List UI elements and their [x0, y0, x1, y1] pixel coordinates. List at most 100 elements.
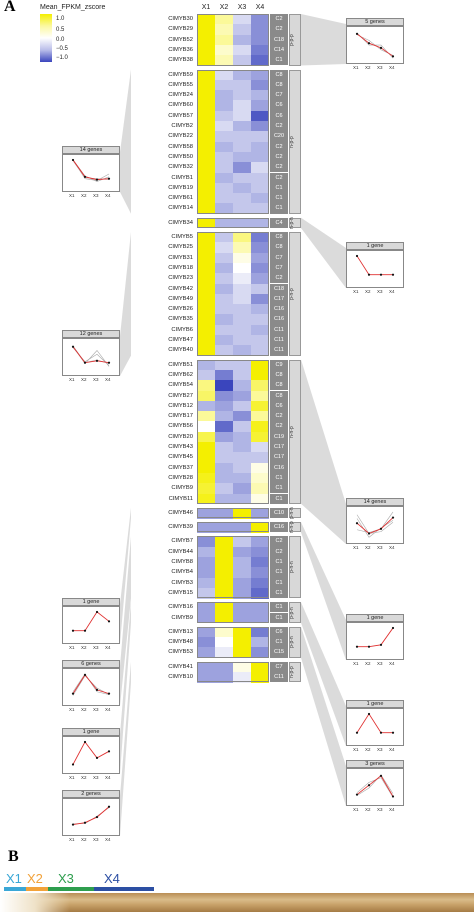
trend-point	[367, 532, 371, 535]
trend-plot	[346, 506, 404, 544]
trend-x-tick: X2	[81, 193, 87, 198]
heatmap-cell	[197, 110, 215, 122]
gene-label: CIMYB57	[168, 112, 193, 119]
column-header-x2: X2	[219, 4, 229, 11]
gene-label: CIMYB52	[168, 36, 193, 43]
trend-plot-svg	[355, 626, 395, 648]
gene-label: CIMYB1	[171, 174, 193, 181]
trend-plot	[62, 736, 120, 774]
trend-point	[379, 774, 383, 777]
gene-label: CIMYB2	[171, 123, 193, 129]
trend-point	[71, 158, 75, 162]
heatmap-cell	[215, 172, 233, 184]
clade-label: C7	[270, 252, 288, 263]
trend-x-tick: X4	[105, 775, 111, 780]
trend-plot-title: 12 genes	[62, 330, 120, 338]
heatmap-cell	[215, 79, 233, 91]
trend-x-tick: X2	[81, 645, 87, 650]
heatmap-cell	[251, 507, 269, 519]
clade-label: C20	[270, 131, 288, 142]
clade-label: C1	[270, 637, 288, 648]
heatmap-cell	[197, 131, 215, 143]
cluster-pattern-label: p-p-p	[289, 33, 295, 46]
heatmap-cell	[251, 242, 269, 254]
gene-label: CIMYB28	[168, 474, 193, 481]
heatmap-cell	[215, 626, 233, 638]
heatmap-cell	[215, 369, 233, 381]
gene-label: CIMYB35	[168, 316, 193, 323]
trend-x-tick: X3	[377, 65, 383, 70]
heatmap-cell	[251, 304, 269, 315]
trend-plot-svg	[71, 158, 111, 182]
heatmap-cell	[197, 557, 215, 568]
heatmap-cell	[233, 567, 251, 579]
legend-tick: −0.5	[56, 46, 68, 52]
heatmap-cell	[251, 462, 269, 474]
trend-point	[355, 731, 359, 734]
trend-plot-svg	[71, 610, 111, 632]
heatmap-cell	[197, 672, 215, 683]
heatmap-cell	[233, 587, 251, 599]
trend-x-tick: X4	[389, 289, 395, 294]
trend-x-tick: X3	[377, 747, 383, 752]
heatmap-cell	[233, 79, 251, 91]
gene-label: CIMYB55	[168, 81, 193, 88]
column-header-x1: X1	[201, 4, 211, 11]
heatmap-cell	[233, 193, 251, 204]
heatmap-cell	[251, 131, 269, 143]
heatmap-cell	[215, 110, 233, 122]
heatmap-cell	[197, 151, 215, 163]
trend-plot	[62, 606, 120, 644]
heatmap-cell	[215, 493, 233, 505]
trend-x-tick: X1	[69, 377, 75, 382]
trend-plot-svg	[71, 673, 111, 696]
gene-label: CIMYB59	[168, 71, 193, 78]
heatmap-cell	[197, 345, 215, 357]
gene-label: CIMYB13	[168, 628, 193, 635]
clade-label: C2	[270, 14, 288, 25]
gene-label: CIMYB32	[168, 164, 193, 171]
clade-label: C6	[270, 100, 288, 111]
heatmap-cell	[233, 55, 251, 66]
heatmap-cell	[197, 587, 215, 599]
gene-label: CIMYB26	[168, 306, 193, 313]
heatmap-cell	[251, 369, 269, 381]
clade-label: C16	[270, 462, 288, 473]
trend-x-tick: X1	[69, 645, 75, 650]
heatmap-cell	[233, 612, 251, 624]
heatmap-cell	[251, 90, 269, 101]
trend-x-tick: X2	[81, 377, 87, 382]
trend-plot-title: 5 genes	[346, 18, 404, 26]
heatmap-cell	[233, 242, 251, 254]
heatmap-cell	[215, 283, 233, 295]
trend-line-mean	[356, 33, 394, 57]
clade-label: C1	[270, 493, 288, 504]
trend-x-tick: X3	[93, 837, 99, 842]
heatmap-cell	[233, 483, 251, 494]
cluster-pattern-band	[289, 661, 301, 683]
heatmap-cell	[233, 472, 251, 484]
heatmap-cell	[251, 602, 269, 613]
trend-point	[107, 620, 111, 623]
heatmap-cell	[215, 359, 233, 371]
trend-point	[367, 273, 371, 276]
heatmap-cell	[197, 522, 215, 533]
trend-plot-svg	[355, 254, 395, 276]
clade-label: C11	[270, 324, 288, 335]
stage-label-x3: X3	[58, 871, 74, 886]
clade-label: C11	[270, 345, 288, 356]
heatmap-cell	[197, 217, 215, 229]
trend-point	[107, 177, 111, 180]
trend-x-tick: X4	[389, 545, 395, 550]
trend-line-mean	[73, 611, 110, 632]
trend-x-tick: X1	[353, 661, 359, 666]
heatmap-cell	[197, 304, 215, 315]
heatmap-cell	[233, 217, 251, 229]
clade-label: C11	[270, 335, 288, 346]
heatmap-cell	[197, 273, 215, 284]
heatmap-cell	[215, 345, 233, 357]
heatmap-cell	[197, 335, 215, 346]
heatmap-cell	[197, 390, 215, 402]
trend-point	[379, 46, 383, 49]
heatmap-cell	[215, 612, 233, 624]
